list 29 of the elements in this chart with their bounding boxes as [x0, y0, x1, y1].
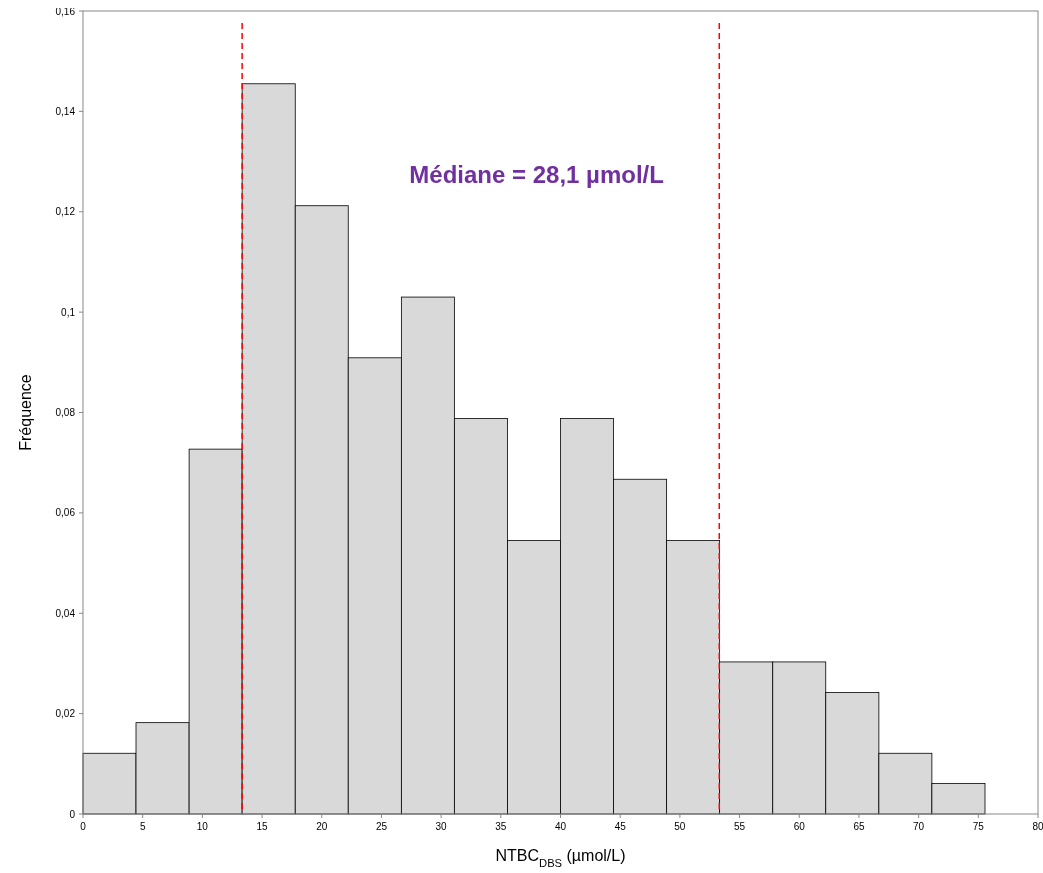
y-tick-label: 0,1: [61, 306, 76, 318]
x-tick-label: 30: [435, 821, 448, 832]
y-tick-label: 0: [69, 808, 76, 820]
x-tick-label: 20: [316, 821, 328, 832]
y-tick-label: 0,02: [55, 708, 76, 720]
x-tick-label: 65: [853, 821, 865, 832]
y-tick-label: 0,16: [55, 5, 76, 17]
x-tick-label: 5: [139, 821, 146, 832]
x-tick-label: 35: [495, 821, 507, 832]
x-tick-label: 55: [734, 821, 746, 832]
x-tick-label: 80: [1032, 821, 1043, 832]
x-tick-label: 0: [80, 821, 87, 832]
x-tick-label: 60: [793, 821, 806, 832]
y-tick-label: 0,14: [55, 105, 76, 117]
y-tick-label: 0,12: [55, 206, 76, 218]
x-tick-label: 50: [674, 821, 686, 832]
x-tick-label: 40: [554, 821, 567, 832]
x-tick-label: 75: [972, 821, 985, 832]
y-tick-label: 0,04: [55, 607, 76, 619]
annotation: Médiane = 28,1 µmol/L: [409, 161, 664, 188]
y-tick-label: 0,08: [55, 407, 76, 418]
x-tick-label: 10: [196, 821, 209, 832]
y-axis-title: Fréquence: [17, 374, 34, 451]
x-tick-label: 70: [913, 821, 925, 832]
x-tick-label: 45: [614, 821, 627, 832]
y-tick-label: 0,06: [55, 507, 76, 519]
x-tick-label: 15: [256, 821, 269, 832]
x-axis-title: NTBC$_{DBS}$ (µmol/L): [495, 847, 626, 869]
x-tick-label: 25: [375, 821, 388, 832]
